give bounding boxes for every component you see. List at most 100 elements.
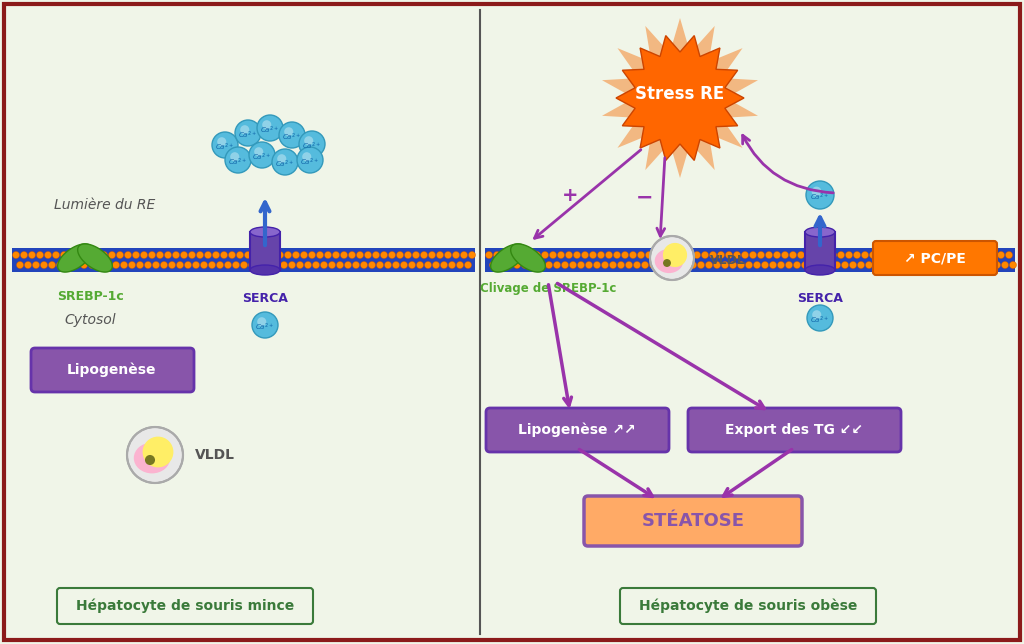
Circle shape [113, 261, 120, 269]
Circle shape [506, 261, 512, 269]
Circle shape [812, 187, 821, 196]
FancyBboxPatch shape [486, 408, 669, 452]
Circle shape [172, 252, 179, 258]
Circle shape [670, 252, 677, 258]
Circle shape [657, 261, 665, 269]
Circle shape [534, 252, 541, 258]
Text: Lipogenèse: Lipogenèse [68, 363, 157, 377]
Circle shape [205, 252, 212, 258]
Circle shape [838, 252, 845, 258]
Circle shape [502, 252, 509, 258]
Circle shape [773, 252, 780, 258]
Circle shape [554, 261, 560, 269]
Circle shape [922, 261, 929, 269]
Circle shape [945, 261, 952, 269]
Circle shape [605, 252, 612, 258]
Circle shape [897, 261, 904, 269]
Circle shape [662, 252, 669, 258]
Text: Lipogenèse ↗↗: Lipogenèse ↗↗ [518, 422, 636, 437]
Circle shape [594, 261, 600, 269]
Text: $Ca^{2+}$: $Ca^{2+}$ [810, 192, 829, 204]
Circle shape [396, 252, 403, 258]
Circle shape [384, 261, 391, 269]
Circle shape [934, 252, 940, 258]
Circle shape [428, 252, 435, 258]
Circle shape [56, 261, 63, 269]
Text: Export des TG ↙↙: Export des TG ↙↙ [725, 423, 863, 437]
Circle shape [865, 261, 872, 269]
Circle shape [878, 252, 885, 258]
Circle shape [718, 252, 725, 258]
Circle shape [962, 261, 969, 269]
Circle shape [861, 252, 868, 258]
Circle shape [224, 261, 231, 269]
Circle shape [494, 252, 501, 258]
Circle shape [12, 252, 19, 258]
Circle shape [279, 122, 305, 148]
Circle shape [650, 236, 694, 280]
Circle shape [237, 252, 244, 258]
Circle shape [469, 252, 475, 258]
Circle shape [217, 137, 226, 146]
Circle shape [886, 252, 893, 258]
Circle shape [220, 252, 227, 258]
Circle shape [249, 261, 256, 269]
Circle shape [232, 261, 240, 269]
Circle shape [857, 261, 864, 269]
Circle shape [557, 252, 564, 258]
Circle shape [188, 252, 196, 258]
Circle shape [96, 261, 103, 269]
Text: $Ca^{2+}$: $Ca^{2+}$ [260, 125, 280, 137]
Circle shape [145, 455, 155, 465]
Polygon shape [78, 244, 113, 272]
Circle shape [766, 252, 772, 258]
Circle shape [674, 261, 681, 269]
Circle shape [421, 252, 427, 258]
Circle shape [140, 252, 147, 258]
Circle shape [144, 261, 152, 269]
Text: $Ca^{2+}$: $Ca^{2+}$ [300, 157, 319, 168]
Circle shape [388, 252, 395, 258]
Circle shape [104, 261, 112, 269]
Text: $Ca^{2+}$: $Ca^{2+}$ [228, 157, 248, 168]
Circle shape [649, 261, 656, 269]
Circle shape [725, 252, 732, 258]
Circle shape [722, 261, 728, 269]
Circle shape [685, 252, 692, 258]
Circle shape [352, 261, 359, 269]
Circle shape [100, 252, 108, 258]
Circle shape [645, 252, 652, 258]
Circle shape [941, 252, 948, 258]
Circle shape [228, 252, 236, 258]
Text: Lumière du RE: Lumière du RE [54, 198, 156, 212]
Circle shape [989, 252, 996, 258]
Circle shape [136, 261, 143, 269]
Ellipse shape [250, 265, 280, 275]
Circle shape [325, 252, 332, 258]
Circle shape [970, 261, 977, 269]
FancyBboxPatch shape [584, 496, 802, 546]
Circle shape [777, 261, 784, 269]
Circle shape [1010, 261, 1017, 269]
Text: $Ca^{2+}$: $Ca^{2+}$ [810, 315, 829, 327]
Circle shape [213, 252, 219, 258]
Circle shape [360, 261, 368, 269]
Text: +: + [562, 185, 579, 205]
Circle shape [365, 252, 372, 258]
Circle shape [798, 252, 805, 258]
Circle shape [586, 261, 593, 269]
Circle shape [60, 252, 68, 258]
Circle shape [630, 252, 637, 258]
Circle shape [304, 261, 311, 269]
Circle shape [741, 252, 749, 258]
Circle shape [546, 261, 553, 269]
Circle shape [853, 252, 860, 258]
Circle shape [465, 261, 471, 269]
Circle shape [377, 261, 384, 269]
Text: SREBP-1c: SREBP-1c [56, 290, 123, 303]
Text: Stress RE: Stress RE [635, 85, 725, 103]
FancyBboxPatch shape [688, 408, 901, 452]
Circle shape [807, 305, 833, 331]
Circle shape [425, 261, 431, 269]
Circle shape [918, 252, 925, 258]
